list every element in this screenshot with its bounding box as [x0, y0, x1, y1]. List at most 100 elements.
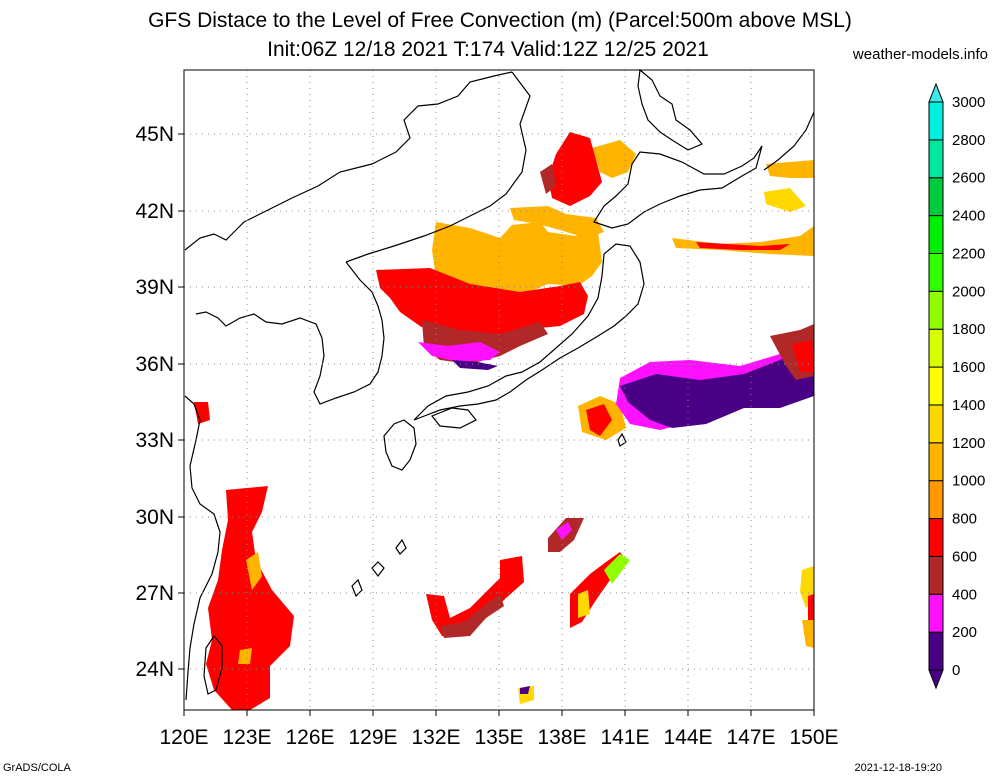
coast-ryukyu-1 [351, 578, 363, 598]
colorbar-segment [928, 480, 944, 520]
coast-honshu [413, 243, 645, 421]
colorbar-label: 2800 [952, 132, 985, 149]
field-yellow-ne-corner [764, 188, 806, 212]
coast-china-south [184, 395, 221, 701]
colorbar-label: 2000 [952, 283, 985, 300]
colorbar-label: 600 [952, 548, 977, 565]
field-magenta-south-1 [556, 522, 572, 540]
lat-label: 30N [135, 506, 174, 529]
field-layer [194, 132, 814, 710]
colorbar-label: 1800 [952, 321, 985, 338]
colorbar-label: 1400 [952, 397, 985, 414]
lon-label: 132E [411, 726, 460, 749]
lon-label: 150E [789, 726, 838, 749]
footer-software: GrADS/COLA [3, 762, 71, 774]
colorbar-segment [928, 518, 944, 557]
field-orange-hokkaido [592, 140, 636, 178]
colorbar-label: 1200 [952, 435, 985, 452]
colorbar-segments [928, 101, 944, 671]
lon-label: 129E [348, 726, 397, 749]
colorbar-segment [928, 139, 944, 179]
colorbar-labels: 0 200 400 600 800 1000 1200 1400 1600 1800 2000 220… [952, 94, 985, 679]
coastlines [184, 68, 815, 701]
axis-ticks [178, 133, 815, 716]
colorbar-label: 2200 [952, 245, 985, 262]
coast-izu [617, 432, 627, 447]
lon-label: 147E [726, 726, 775, 749]
colorbar-segment [928, 404, 944, 444]
colorbar-label: 2600 [952, 170, 985, 187]
field-red-east-band [696, 242, 790, 250]
coast-mainland-north [184, 71, 513, 251]
field-purple-south-3 [520, 686, 530, 694]
field-purple-japan-sea [452, 360, 498, 370]
field-brown-hokkaido [540, 164, 556, 194]
colorbar-segment [928, 215, 944, 254]
lon-labels: 120E 123E 126E 129E 132E 135E 138E 141E … [159, 726, 838, 749]
colorbar-label: 200 [952, 624, 977, 641]
field-orange-small-north [510, 206, 604, 238]
coast-taiwan [203, 634, 223, 695]
lon-label: 123E [222, 726, 271, 749]
lon-label: 144E [663, 726, 712, 749]
field-orange-taiwan2 [238, 648, 252, 664]
footer-timestamp: 2021-12-18-19:20 [854, 762, 942, 774]
field-purple-pacific [620, 350, 814, 428]
field-red-hokkaido [548, 132, 602, 206]
field-red-taiwan [206, 486, 294, 710]
colorbar-segment [928, 177, 944, 217]
field-red-pacific-west [586, 404, 612, 436]
site-credit: weather-models.info [852, 46, 988, 63]
colorbar-over-arrow [928, 82, 944, 103]
colorbar-segment [928, 442, 944, 482]
field-orange-east-band [672, 226, 814, 256]
colorbar-label: 0 [952, 662, 960, 679]
coast-ryukyu-3 [395, 538, 407, 555]
field-brown-okinawa-arc [440, 594, 504, 638]
lon-label: 141E [600, 726, 649, 749]
colorbar-segment [928, 328, 944, 368]
colorbar-segment [928, 555, 944, 595]
map-subtitle: Init:06Z 12/18 2021 T:174 Valid:12Z 12/2… [267, 38, 709, 61]
lat-label: 42N [135, 200, 174, 223]
coast-kurils [763, 111, 815, 171]
coast-korea [195, 261, 385, 405]
field-orange-taiwan [246, 552, 262, 590]
colorbar-label: 800 [952, 511, 977, 528]
field-magenta-japan-sea [418, 342, 500, 362]
colorbar-segment [928, 593, 944, 633]
lat-label: 33N [135, 429, 174, 452]
lon-label: 120E [159, 726, 208, 749]
lat-labels: 24N 27N 30N 33N 36N 39N 42N 45N [135, 123, 174, 681]
lat-label: 27N [135, 582, 174, 605]
field-orange-se-corner [802, 620, 814, 648]
colorbar-segment [928, 631, 944, 671]
colorbar-label: 2400 [952, 208, 985, 225]
colorbar-segment [928, 290, 944, 330]
colorbar-label: 3000 [952, 94, 985, 111]
lon-label: 138E [537, 726, 586, 749]
lat-label: 36N [135, 353, 174, 376]
field-orange-japan-sea [432, 222, 602, 296]
colorbar-segment [928, 252, 944, 292]
colorbar-label: 1600 [952, 359, 985, 376]
field-yellow-south-2 [578, 590, 590, 618]
lon-label: 135E [474, 726, 523, 749]
colorbar-segment [928, 366, 944, 406]
colorbar-label: 400 [952, 586, 977, 603]
colorbar-label: 1000 [952, 473, 985, 490]
field-green-south-2 [604, 554, 630, 584]
lat-label: 39N [135, 276, 174, 299]
colorbar: 0 200 400 600 800 1000 1200 1400 1600 1800 2000 220… [928, 82, 985, 690]
coast-russia-east [345, 71, 531, 263]
coast-hokkaido [593, 145, 763, 229]
coast-kyushu [383, 419, 417, 471]
lat-label: 24N [135, 658, 174, 681]
lat-label: 45N [135, 123, 174, 146]
map-title: GFS Distace to the Level of Free Convect… [148, 9, 852, 32]
coast-sakhalin [637, 68, 703, 151]
colorbar-under-arrow [928, 669, 944, 690]
coast-ryukyu-2 [371, 561, 385, 577]
field-orange-ne-corner [766, 160, 814, 178]
